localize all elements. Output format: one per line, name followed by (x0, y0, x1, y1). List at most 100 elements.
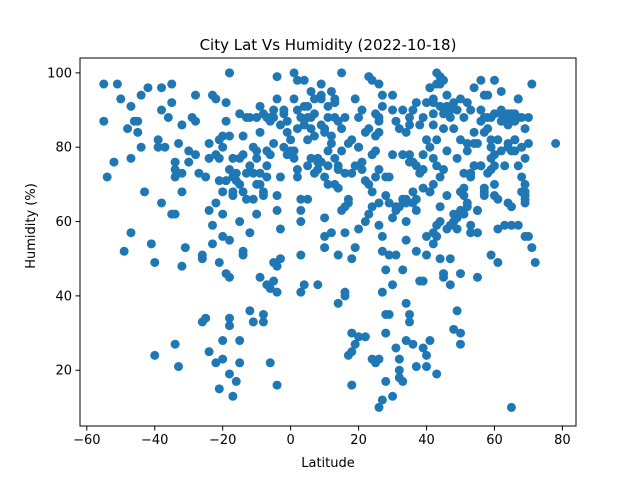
data-point (207, 239, 217, 249)
data-point (405, 317, 415, 327)
data-point (258, 309, 268, 319)
data-point (197, 250, 207, 260)
data-point (337, 146, 347, 156)
y-tick-label: 40 (55, 289, 72, 304)
data-point (418, 276, 428, 286)
data-point (472, 138, 482, 148)
data-point (394, 202, 404, 212)
data-point (435, 217, 445, 227)
axes: −60 −40 −20 0 20 40 60 80 20 40 60 80 100 (47, 57, 577, 448)
data-point (228, 391, 238, 401)
data-point (269, 105, 279, 115)
data-point (388, 105, 398, 115)
data-point (520, 179, 530, 189)
data-point (292, 172, 302, 182)
data-point (340, 112, 350, 122)
data-point (401, 298, 411, 308)
data-point (418, 343, 428, 353)
data-point (221, 116, 231, 126)
data-point (191, 116, 201, 126)
data-point (486, 142, 496, 152)
data-point (170, 172, 180, 182)
data-point (428, 153, 438, 163)
data-point (422, 362, 432, 372)
data-point (258, 191, 268, 201)
data-point (218, 354, 228, 364)
data-point (517, 112, 527, 122)
x-tick-label: 60 (486, 433, 503, 448)
data-point (303, 194, 313, 204)
x-tick-label: −60 (73, 433, 100, 448)
data-point (374, 198, 384, 208)
data-point (235, 336, 245, 346)
data-point (241, 194, 251, 204)
data-point (411, 362, 421, 372)
data-point (517, 172, 527, 182)
data-point (520, 187, 530, 197)
data-point (174, 362, 184, 372)
data-point (371, 172, 381, 182)
data-point (469, 83, 479, 93)
data-point (489, 161, 499, 171)
data-point (299, 75, 309, 85)
y-tick-label: 20 (55, 364, 72, 379)
data-point (204, 153, 214, 163)
data-point (398, 150, 408, 160)
data-point (439, 124, 449, 134)
data-point (191, 150, 201, 160)
data-point (316, 90, 326, 100)
data-point (235, 358, 245, 368)
data-point (388, 90, 398, 100)
data-point (371, 146, 381, 156)
data-point (265, 358, 275, 368)
data-point (483, 90, 493, 100)
data-point (99, 79, 109, 89)
x-tick-label: −40 (141, 433, 168, 448)
data-point (472, 205, 482, 215)
data-point (506, 220, 516, 230)
data-point (527, 243, 537, 253)
data-point (418, 183, 428, 193)
data-point (157, 198, 167, 208)
data-point (306, 124, 316, 134)
data-point (167, 98, 177, 108)
data-point (371, 131, 381, 141)
data-point (272, 380, 282, 390)
data-point (452, 224, 462, 234)
y-tick-label: 100 (47, 66, 72, 81)
data-point (435, 202, 445, 212)
data-point (204, 205, 214, 215)
data-point (99, 116, 109, 126)
data-point (357, 157, 367, 167)
data-point (218, 131, 228, 141)
data-point (275, 224, 285, 234)
data-point (425, 142, 435, 152)
data-point (265, 150, 275, 160)
data-point (455, 94, 465, 104)
data-point (309, 94, 319, 104)
data-point (224, 165, 234, 175)
data-point (269, 276, 279, 286)
data-point (493, 224, 503, 234)
data-point (435, 101, 445, 111)
data-point (303, 161, 313, 171)
data-point (459, 112, 469, 122)
data-point (245, 228, 255, 238)
data-point (235, 109, 245, 119)
data-point (377, 101, 387, 111)
data-point (357, 165, 367, 175)
data-point (523, 112, 533, 122)
data-point (214, 153, 224, 163)
data-point (455, 269, 465, 279)
data-point (330, 153, 340, 163)
data-point (218, 142, 228, 152)
data-point (157, 105, 167, 115)
data-point (455, 135, 465, 145)
data-point (408, 339, 418, 349)
data-point (500, 220, 510, 230)
data-point (439, 269, 449, 279)
data-point (126, 153, 136, 163)
data-point (180, 243, 190, 253)
data-point (479, 183, 489, 193)
